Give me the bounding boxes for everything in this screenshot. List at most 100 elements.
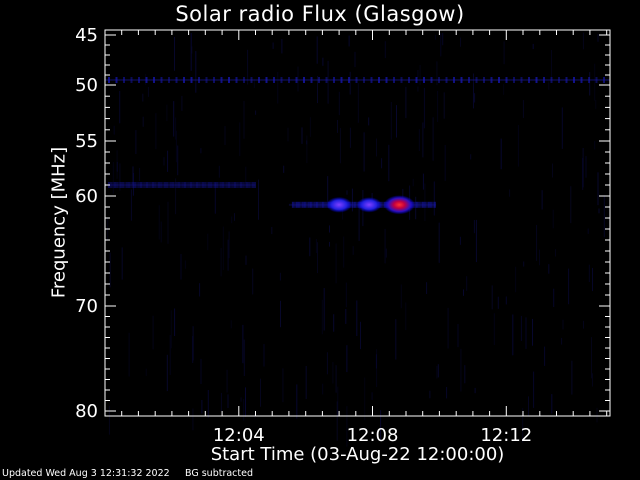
- emission-band-segment: [280, 77, 283, 83]
- noise-streak: [532, 318, 533, 346]
- emission-band-segment: [429, 201, 432, 208]
- noise-streak: [306, 135, 308, 164]
- noise-streak: [395, 319, 397, 360]
- noise-streak: [432, 117, 434, 161]
- emission-band-segment: [295, 77, 298, 83]
- emission-band-segment: [160, 77, 163, 83]
- noise-streak: [371, 392, 373, 400]
- noise-streak: [525, 317, 527, 349]
- emission-band-segment: [430, 77, 433, 83]
- noise-streak: [470, 154, 472, 160]
- noise-streak: [343, 236, 345, 268]
- emission-band-segment: [150, 182, 152, 188]
- noise-streak: [503, 41, 505, 65]
- emission-band-segment: [114, 182, 116, 188]
- noise-streak: [226, 369, 228, 393]
- noise-streak: [283, 165, 285, 173]
- emission-band-segment: [588, 77, 590, 83]
- noise-streak: [357, 83, 359, 123]
- emission-band-segment: [228, 77, 230, 83]
- noise-streak: [329, 225, 330, 233]
- noise-streak: [440, 33, 442, 57]
- emission-band-segment: [400, 77, 403, 83]
- emission-band-segment: [313, 201, 316, 208]
- noise-streak: [360, 321, 361, 350]
- noise-streak: [522, 100, 524, 118]
- emission-band-segment: [162, 182, 164, 188]
- noise-streak: [561, 337, 563, 345]
- noise-streak: [426, 282, 428, 294]
- bg-subtracted-note: BG subtracted: [185, 468, 254, 479]
- x-tick-label: 12:08: [347, 425, 399, 446]
- emission-band-segment: [212, 182, 214, 188]
- noise-streak: [239, 122, 241, 157]
- noise-streak: [348, 35, 350, 47]
- noise-streak: [245, 387, 246, 417]
- noise-streak: [282, 368, 284, 403]
- noise-streak: [317, 75, 318, 104]
- y-tick-label: 50: [75, 75, 98, 96]
- emission-band-segment: [299, 201, 302, 208]
- noise-streak: [230, 320, 232, 329]
- emission-band-segment: [427, 201, 430, 208]
- noise-streak: [163, 157, 165, 166]
- x-axis-label: Start Time (03-Aug-22 12:00:00): [210, 444, 505, 465]
- emission-band-segment: [244, 182, 246, 188]
- emission-band-segment: [202, 182, 204, 188]
- emission-band-segment: [431, 201, 434, 208]
- noise-streak: [166, 104, 168, 122]
- noise-streak: [551, 50, 552, 81]
- noise-streak: [316, 36, 318, 64]
- noise-streak: [562, 319, 564, 330]
- emission-band-segment: [134, 182, 136, 188]
- noise-streak: [301, 127, 303, 144]
- noise-streak: [116, 161, 118, 172]
- noise-streak: [327, 60, 329, 104]
- noise-streak: [142, 116, 144, 127]
- y-tick-label: 45: [75, 25, 98, 46]
- noise-streak: [423, 87, 425, 129]
- noise-streak: [384, 41, 386, 59]
- noise-streak: [493, 313, 495, 345]
- noise-streak: [551, 394, 553, 414]
- emission-band-segment: [190, 182, 192, 188]
- noise-streak: [220, 392, 222, 412]
- noise-streak: [351, 188, 353, 212]
- noise-streak: [224, 126, 226, 145]
- emission-band-segment: [130, 77, 133, 83]
- emission-band-segment: [128, 182, 130, 188]
- noise-streak: [130, 189, 132, 221]
- emission-hotspot: [356, 197, 382, 213]
- noise-streak: [405, 86, 407, 119]
- noise-streak: [598, 208, 600, 214]
- noise-streak: [571, 360, 573, 395]
- noise-streak: [345, 282, 347, 308]
- noise-streak: [459, 236, 461, 245]
- emission-band-segment: [265, 77, 268, 83]
- emission-band-segment: [140, 182, 142, 188]
- noise-streak: [568, 268, 570, 305]
- noise-streak: [422, 122, 424, 158]
- emission-band-segment: [138, 77, 140, 83]
- emission-band-segment: [378, 77, 380, 83]
- noise-streak: [346, 345, 348, 373]
- noise-streak: [419, 65, 421, 86]
- emission-band-segment: [250, 77, 253, 83]
- emission-band-segment: [118, 182, 120, 188]
- emission-band-segment: [348, 77, 350, 83]
- emission-band-segment: [224, 182, 226, 188]
- noise-streak: [184, 260, 186, 269]
- emission-band-segment: [460, 77, 463, 83]
- noise-streak: [555, 249, 556, 257]
- emission-band-segment: [200, 182, 202, 188]
- noise-streak: [396, 105, 397, 138]
- noise-streak: [553, 288, 555, 307]
- emission-band-segment: [213, 77, 215, 83]
- noise-streak: [214, 182, 216, 214]
- emission-band-segment: [168, 182, 170, 188]
- emission-hotspot: [383, 195, 415, 215]
- emission-band-segment: [565, 77, 568, 83]
- noise-streak: [243, 339, 245, 376]
- noise-streak: [222, 226, 224, 271]
